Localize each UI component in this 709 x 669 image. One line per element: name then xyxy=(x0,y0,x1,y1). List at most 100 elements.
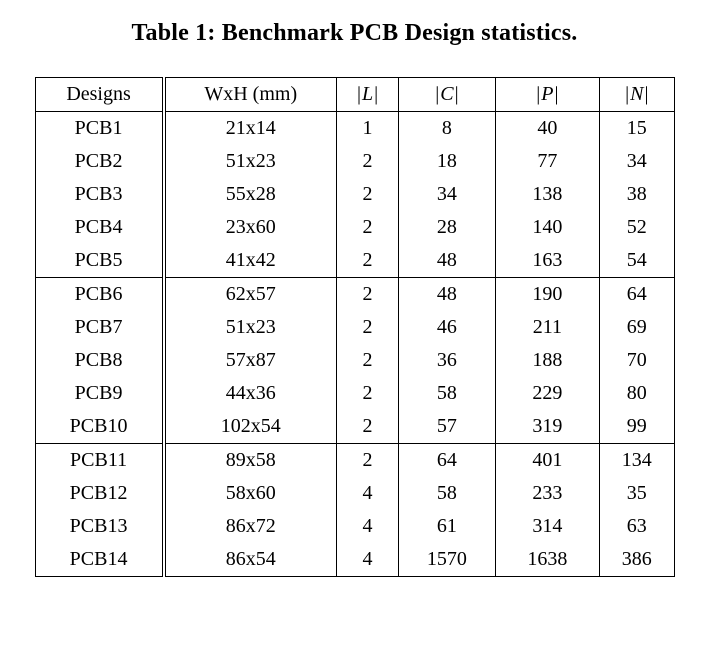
value-cell: 64 xyxy=(398,443,496,477)
value-cell: 58x60 xyxy=(163,477,337,510)
value-cell: 319 xyxy=(494,410,600,444)
column-header: WxH (mm) xyxy=(163,77,337,112)
row-group: PCB6 62x57 2 48 190 64 PCB7 51x23 2 46 211 69 PCB8 57… xyxy=(35,277,674,444)
value-cell: 41x42 xyxy=(163,244,337,278)
design-name-cell: PCB1 xyxy=(35,111,166,145)
value-cell: 99 xyxy=(599,410,674,444)
value-cell: 86x54 xyxy=(163,543,337,577)
column-header: |L| xyxy=(335,77,399,112)
design-name-cell: PCB4 xyxy=(35,211,166,244)
value-cell: 188 xyxy=(494,344,600,377)
value-cell: 2 xyxy=(335,377,399,410)
table-row: PCB14 86x54 4 1570 1638 386 xyxy=(35,543,674,577)
value-cell: 314 xyxy=(494,510,600,543)
value-cell: 40 xyxy=(494,111,600,145)
value-cell: 2 xyxy=(335,178,399,211)
value-cell: 80 xyxy=(599,377,674,410)
design-name-cell: PCB9 xyxy=(35,377,166,410)
value-cell: 70 xyxy=(599,344,674,377)
table-row: PCB4 23x60 2 28 140 52 xyxy=(35,211,674,244)
value-cell: 69 xyxy=(599,311,674,344)
value-cell: 57 xyxy=(398,410,496,444)
value-cell: 44x36 xyxy=(163,377,337,410)
value-cell: 58 xyxy=(398,477,496,510)
value-cell: 38 xyxy=(599,178,674,211)
value-cell: 1570 xyxy=(398,543,496,577)
table-row: PCB3 55x28 2 34 138 38 xyxy=(35,178,674,211)
value-cell: 18 xyxy=(398,145,496,178)
value-cell: 52 xyxy=(599,211,674,244)
design-name-cell: PCB11 xyxy=(35,443,166,477)
value-cell: 48 xyxy=(398,244,496,278)
value-cell: 48 xyxy=(398,277,496,311)
table-row: PCB2 51x23 2 18 77 34 xyxy=(35,145,674,178)
table-row: PCB10 102x54 2 57 319 99 xyxy=(35,410,674,444)
value-cell: 54 xyxy=(599,244,674,278)
table-row: PCB6 62x57 2 48 190 64 xyxy=(35,277,674,311)
value-cell: 233 xyxy=(494,477,600,510)
value-cell: 86x72 xyxy=(163,510,337,543)
table-row: PCB5 41x42 2 48 163 54 xyxy=(35,244,674,278)
value-cell: 1638 xyxy=(494,543,600,577)
value-cell: 163 xyxy=(494,244,600,278)
table-row: PCB12 58x60 4 58 233 35 xyxy=(35,477,674,510)
value-cell: 55x28 xyxy=(163,178,337,211)
table-row: PCB9 44x36 2 58 229 80 xyxy=(35,377,674,410)
value-cell: 89x58 xyxy=(163,443,337,477)
design-name-cell: PCB10 xyxy=(35,410,166,444)
design-name-cell: PCB12 xyxy=(35,477,166,510)
value-cell: 64 xyxy=(599,277,674,311)
design-name-cell: PCB2 xyxy=(35,145,166,178)
row-group: PCB1 21x14 1 8 40 15 PCB2 51x23 2 18 77 34 PCB3 55x28… xyxy=(35,111,674,278)
value-cell: 46 xyxy=(398,311,496,344)
column-header: Designs xyxy=(35,77,166,112)
value-cell: 35 xyxy=(599,477,674,510)
table-row: PCB13 86x72 4 61 314 63 xyxy=(35,510,674,543)
value-cell: 140 xyxy=(494,211,600,244)
value-cell: 4 xyxy=(335,510,399,543)
value-cell: 2 xyxy=(335,277,399,311)
value-cell: 2 xyxy=(335,311,399,344)
design-name-cell: PCB7 xyxy=(35,311,166,344)
column-header: |C| xyxy=(398,77,496,112)
column-header: |N| xyxy=(599,77,674,112)
value-cell: 4 xyxy=(335,543,399,577)
table-caption: Table 1: Benchmark PCB Design statistics… xyxy=(131,20,578,46)
value-cell: 1 xyxy=(335,111,399,145)
value-cell: 2 xyxy=(335,211,399,244)
value-cell: 102x54 xyxy=(163,410,337,444)
design-name-cell: PCB14 xyxy=(35,543,166,577)
value-cell: 8 xyxy=(398,111,496,145)
value-cell: 77 xyxy=(494,145,600,178)
table-row: PCB11 89x58 2 64 401 134 xyxy=(35,443,674,477)
value-cell: 23x60 xyxy=(163,211,337,244)
value-cell: 34 xyxy=(398,178,496,211)
design-name-cell: PCB6 xyxy=(35,277,166,311)
value-cell: 2 xyxy=(335,145,399,178)
value-cell: 51x23 xyxy=(163,145,337,178)
value-cell: 62x57 xyxy=(163,277,337,311)
value-cell: 28 xyxy=(398,211,496,244)
value-cell: 2 xyxy=(335,443,399,477)
table-row: PCB1 21x14 1 8 40 15 xyxy=(35,111,674,145)
design-name-cell: PCB8 xyxy=(35,344,166,377)
value-cell: 138 xyxy=(494,178,600,211)
value-cell: 401 xyxy=(494,443,600,477)
value-cell: 21x14 xyxy=(163,111,337,145)
value-cell: 61 xyxy=(398,510,496,543)
value-cell: 2 xyxy=(335,410,399,444)
value-cell: 2 xyxy=(335,244,399,278)
column-header: |P| xyxy=(494,77,600,112)
value-cell: 34 xyxy=(599,145,674,178)
design-name-cell: PCB13 xyxy=(35,510,166,543)
value-cell: 2 xyxy=(335,344,399,377)
design-name-cell: PCB5 xyxy=(35,244,166,278)
value-cell: 58 xyxy=(398,377,496,410)
table-row: PCB8 57x87 2 36 188 70 xyxy=(35,344,674,377)
value-cell: 211 xyxy=(494,311,600,344)
value-cell: 386 xyxy=(599,543,674,577)
value-cell: 229 xyxy=(494,377,600,410)
value-cell: 190 xyxy=(494,277,600,311)
table-header: Designs WxH (mm) |L| |C| |P| |N| xyxy=(35,77,674,112)
